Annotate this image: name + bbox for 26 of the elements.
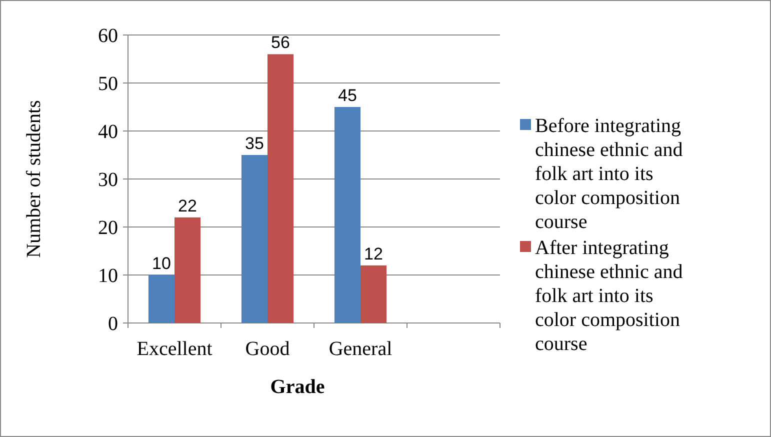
y-tick-label: 40	[98, 121, 118, 143]
y-tick-label: 0	[108, 313, 118, 335]
data-label: 10	[152, 254, 171, 273]
y-tick-label: 60	[98, 25, 118, 47]
x-tick-label: Excellent	[136, 338, 213, 360]
bar	[360, 265, 387, 323]
legend-label: After integrating chinese ethnic and folk art into its color composition course	[535, 237, 683, 355]
y-tick-label: 50	[98, 73, 118, 95]
y-tick-label: 10	[98, 265, 118, 287]
bar	[174, 217, 201, 323]
bar	[148, 275, 174, 323]
legend-label: Before integrating chinese ethnic and folk art into its color composition course	[535, 115, 683, 233]
x-axis-title: Grade	[270, 376, 325, 398]
bar	[334, 107, 360, 323]
data-label: 56	[271, 33, 290, 52]
y-axis-title: Number of students	[23, 100, 45, 258]
x-tick-label: General	[328, 338, 393, 360]
data-label: 45	[338, 86, 357, 105]
bar	[241, 155, 268, 323]
y-tick-label: 30	[98, 169, 118, 191]
y-tick-label: 20	[98, 217, 118, 239]
x-tick-label: Good	[245, 338, 290, 360]
bar	[268, 54, 294, 323]
data-label: 12	[364, 244, 383, 264]
data-label: 22	[178, 196, 197, 216]
data-label: 35	[245, 134, 264, 153]
